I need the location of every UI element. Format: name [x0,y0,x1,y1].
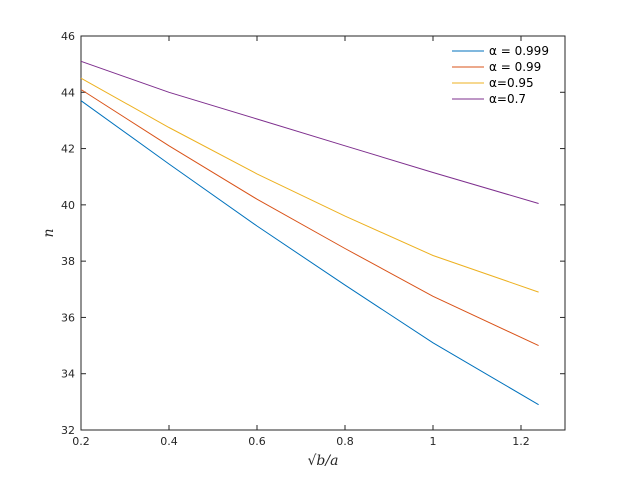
series-line-3 [80,77,539,293]
series-line-1 [80,100,539,406]
series-line-4 [80,60,539,204]
x-tick-label: 0.2 [72,435,90,448]
legend-label-2: α = 0.99 [489,60,541,74]
y-axis-label: n [41,228,57,237]
x-tick-label: 0.6 [248,435,266,448]
y-tick-label: 46 [61,30,75,43]
series-line-2 [80,89,539,347]
y-tick-label: 36 [61,311,75,324]
legend-label-4: α=0.7 [489,92,526,106]
x-axis-label: √b/a [308,453,339,469]
x-tick-label: 1.2 [512,435,530,448]
legend-label-1: α = 0.999 [489,44,549,58]
y-tick-label: 38 [61,255,75,268]
y-tick-label: 42 [61,143,75,156]
y-tick-label: 40 [61,199,75,212]
legend-label-3: α=0.95 [489,76,534,90]
plot-area [80,35,566,431]
x-axis: 0.2 0.4 0.6 0.8 1 1.2 [72,36,530,448]
y-axis: 32 34 36 38 40 42 44 46 [61,30,565,437]
legend: α = 0.999 α = 0.99 α=0.95 α=0.7 [452,44,549,106]
y-tick-label: 34 [61,368,75,381]
y-tick-label: 32 [61,424,75,437]
x-tick-label: 1 [430,435,437,448]
y-tick-label: 44 [61,86,75,99]
series-lines [80,60,539,406]
x-tick-label: 0.4 [160,435,178,448]
x-tick-label: 0.8 [336,435,354,448]
